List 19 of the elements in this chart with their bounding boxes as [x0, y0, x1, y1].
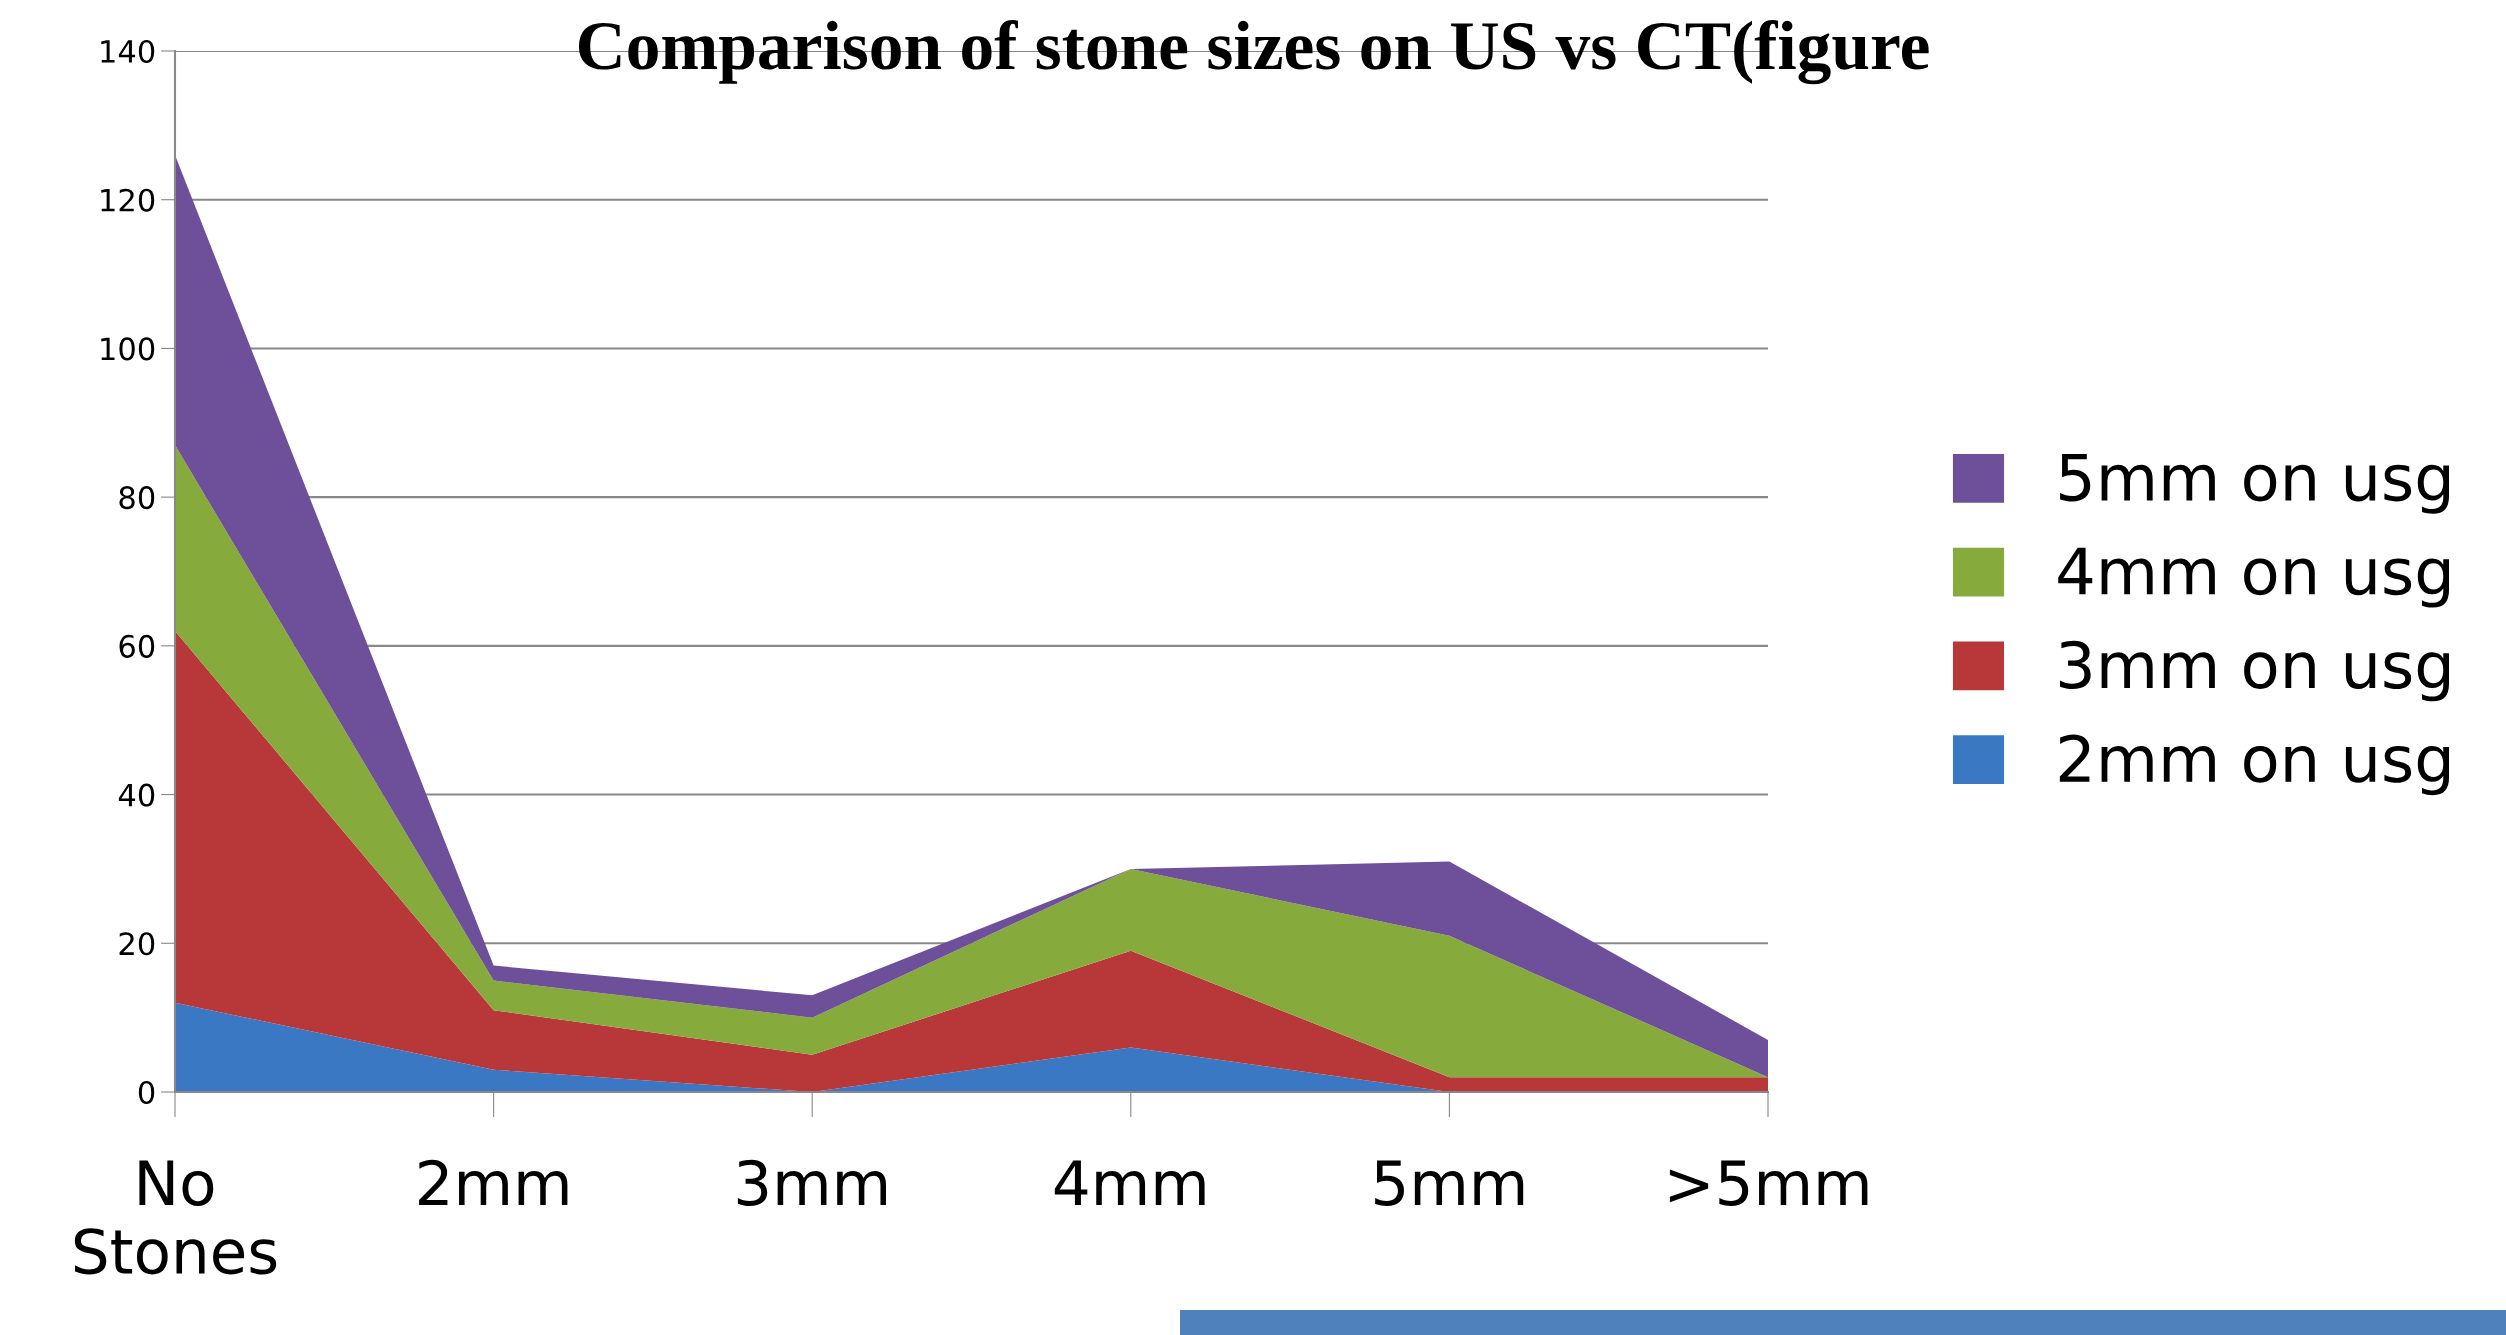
- x-tick-label: No Stones: [74, 1160, 277, 1275]
- legend-label: 3mm on usg: [2060, 640, 2450, 702]
- y-tick-label: 140: [101, 39, 155, 64]
- y-tick-label: 0: [138, 1080, 155, 1105]
- legend-label: 2mm on usg: [2059, 734, 2450, 796]
- y-tick-label: 120: [101, 188, 155, 212]
- y-tick-label: 20: [119, 932, 155, 956]
- x-tick-label: >5mm: [1669, 1160, 1868, 1206]
- x-tick-label: 3mm: [737, 1159, 886, 1206]
- x-tick-label: 2mm: [419, 1159, 568, 1206]
- x-tick-label: 4mm: [1054, 1160, 1205, 1206]
- legend-label: 5mm on usg: [2060, 453, 2450, 514]
- y-tick-label: 60: [119, 634, 155, 658]
- y-tick-label: 40: [118, 783, 155, 807]
- y-tick-label: 80: [119, 486, 155, 510]
- x-tick-label: 5mm: [1375, 1160, 1524, 1206]
- legend-label: 4mm on usg: [2058, 547, 2450, 608]
- chart-title: Comparison of stone sizes on US vs CT(figure: [578, 20, 1929, 85]
- y-tick-label: 100: [101, 337, 155, 361]
